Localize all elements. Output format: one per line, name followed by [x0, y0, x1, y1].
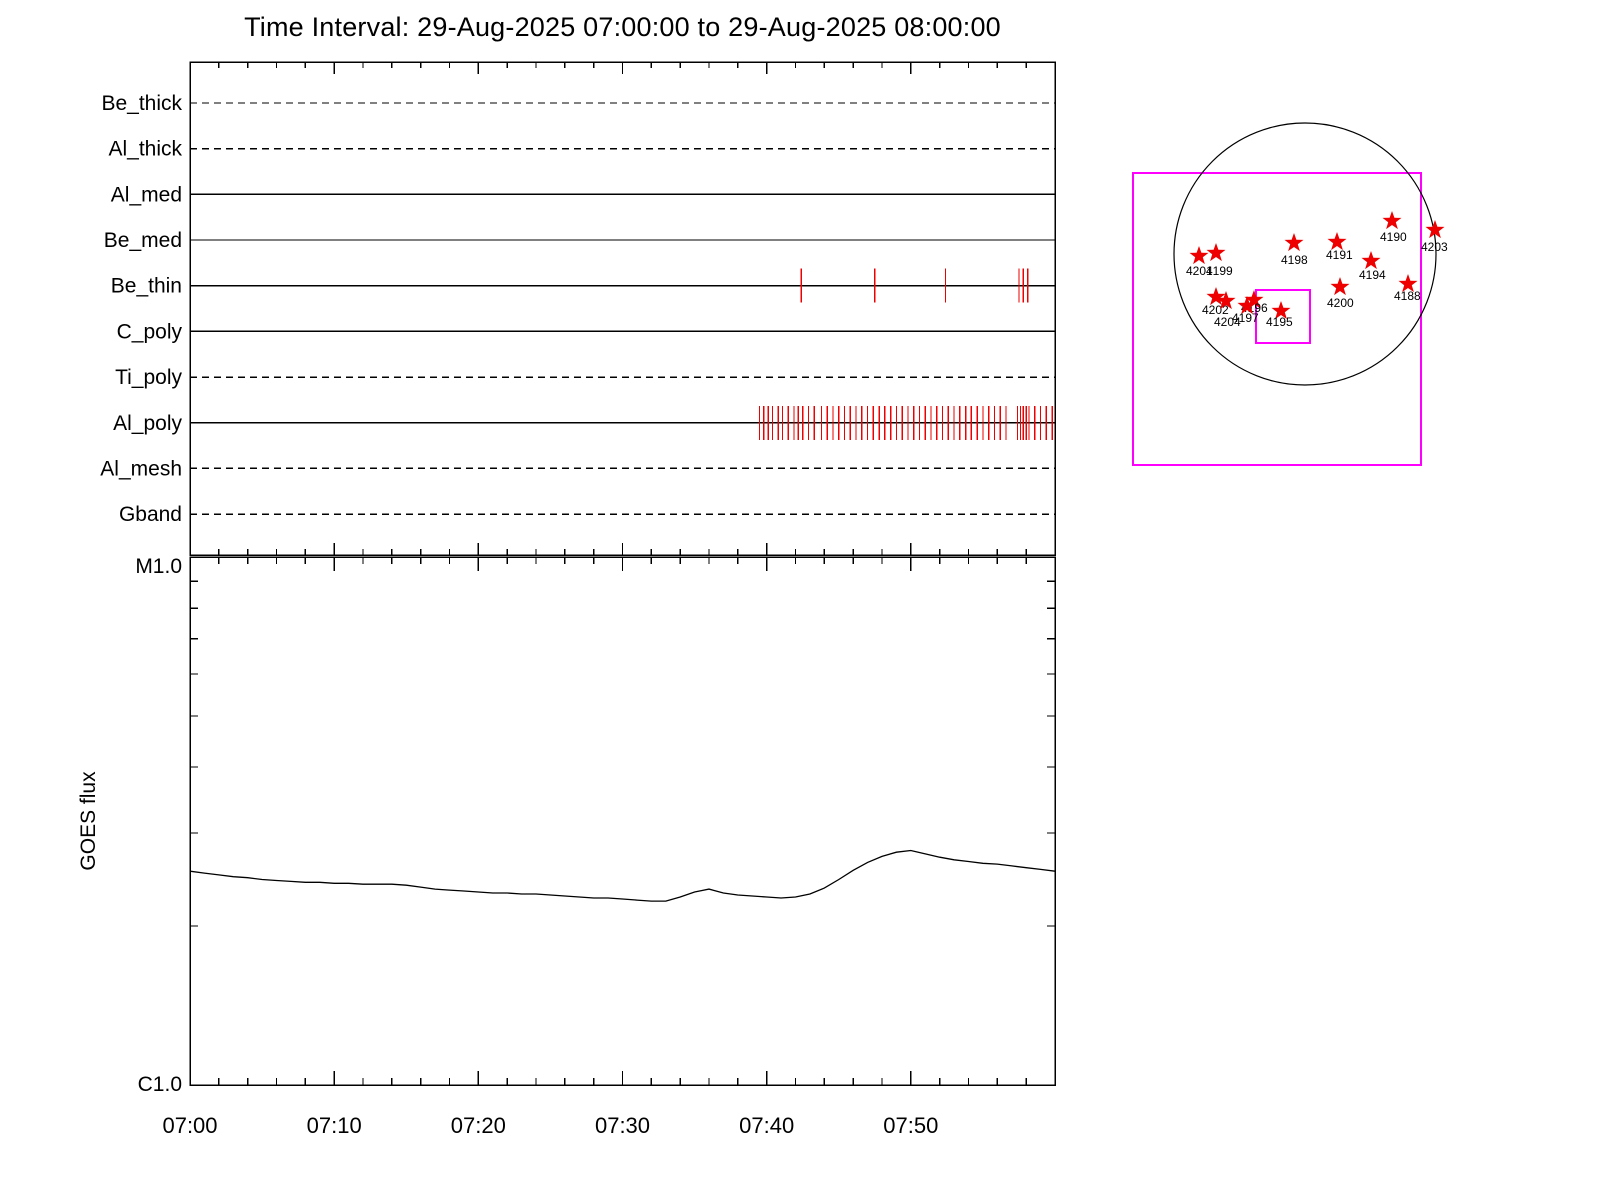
active-region-star [1271, 301, 1291, 320]
time-axis-label: 07:20 [451, 1113, 506, 1138]
active-region-label: 4195 [1266, 315, 1293, 329]
filter-label: Be_thin [111, 275, 182, 298]
active-region-star [1361, 251, 1381, 270]
time-axis-label: 07:50 [883, 1113, 938, 1138]
active-region-label: 4190 [1380, 230, 1407, 244]
filter-label: Be_med [104, 229, 182, 252]
active-region-star [1284, 233, 1304, 252]
active-region-star [1382, 211, 1402, 230]
active-region-label: 4191 [1326, 248, 1353, 262]
goes-flux-curve [189, 849, 1056, 902]
filter-label: Al_thick [108, 138, 182, 161]
active-region-label: 4203 [1421, 240, 1448, 254]
active-region-star [1327, 232, 1347, 251]
active-region-star [1237, 296, 1257, 315]
time-axis-label: 07:40 [739, 1113, 794, 1138]
filter-label: Be_thick [101, 92, 182, 115]
time-axis-label: 07:00 [162, 1113, 217, 1138]
filter-label: C_poly [117, 320, 183, 343]
active-region-star [1206, 243, 1226, 262]
filter-label: Gband [119, 503, 182, 526]
time-axis-label: 07:10 [307, 1113, 362, 1138]
goes-ymax-label: M1.0 [135, 555, 182, 578]
fov-rect [1132, 172, 1422, 466]
active-region-star [1206, 287, 1226, 306]
filter-timeline-panel: Be_thick Al_thick Al_med Be_med Be_thin C_pol… [100, 61, 1056, 556]
page-title: Time Interval: 29-Aug-2025 07:00:00 to 2… [244, 12, 1001, 42]
active-region-label: 4204 [1214, 315, 1241, 329]
active-region-star [1330, 277, 1350, 296]
active-region-star [1425, 220, 1445, 239]
fov-rect [1255, 289, 1311, 344]
goes-flux-panel: M1.0 C1.0 07:00 07:10 07:20 07:30 07:40 07:50 GO… [77, 555, 1056, 1138]
active-region-star [1216, 291, 1236, 310]
filter-label: Al_med [111, 183, 182, 206]
active-region-label: 4200 [1327, 296, 1354, 310]
active-region-star [1189, 246, 1209, 265]
active-region-label: 4194 [1359, 268, 1386, 282]
solar-limb-circle [1173, 122, 1437, 386]
filter-label: Al_poly [113, 412, 182, 435]
active-region-label: 4197 [1232, 311, 1259, 325]
active-region-label: 4198 [1281, 253, 1308, 267]
goes-frame [189, 556, 1056, 1086]
active-region-label: 4188 [1394, 289, 1421, 303]
goes-ymin-label: C1.0 [138, 1073, 182, 1096]
goes-y-axis-title: GOES flux [77, 771, 100, 871]
filter-label: Al_mesh [100, 457, 182, 480]
active-region-star [1244, 290, 1264, 309]
time-axis-label: 07:30 [595, 1113, 650, 1138]
timeline-frame [189, 61, 1056, 556]
filter-label: Ti_poly [115, 366, 182, 389]
active-region-label: 4199 [1206, 264, 1233, 278]
active-region-label: 4201 [1186, 264, 1213, 278]
active-region-star [1398, 274, 1418, 293]
